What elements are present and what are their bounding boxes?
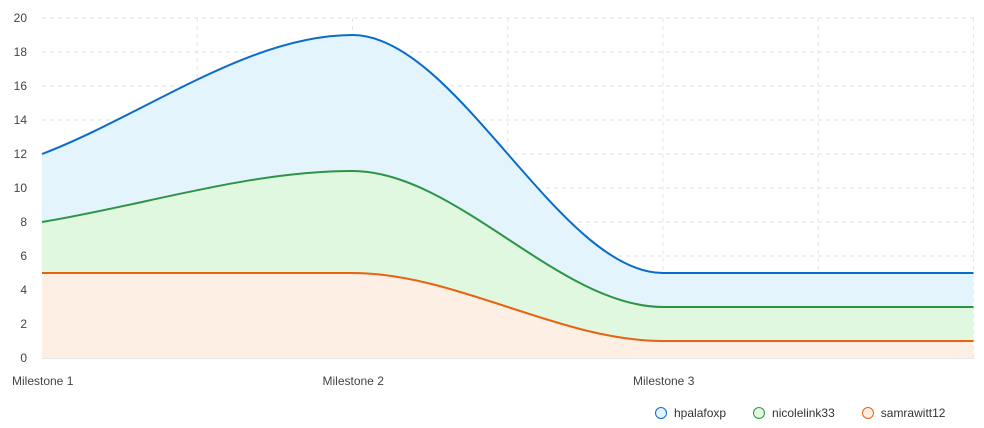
x-axis: Milestone 1 Milestone 2 Milestone 3 <box>12 374 695 388</box>
area-samrawitt12 <box>42 273 974 358</box>
y-tick-label: 10 <box>14 181 28 195</box>
x-tick-label: Milestone 2 <box>323 374 385 388</box>
y-tick-label: 14 <box>14 113 28 127</box>
y-tick-label: 2 <box>20 317 27 331</box>
legend: hpalafoxp nicolelink33 samrawitt12 <box>655 406 945 420</box>
y-tick-label: 16 <box>14 79 28 93</box>
y-tick-label: 6 <box>20 249 27 263</box>
legend-item-samrawitt12[interactable]: samrawitt12 <box>861 406 946 420</box>
area-chart: 0 2 4 6 8 10 12 14 16 18 20 Milestone 1 Milestone 2… <box>12 11 974 388</box>
y-tick-label: 20 <box>14 11 28 25</box>
x-tick-label: Milestone 3 <box>633 374 695 388</box>
y-tick-label: 12 <box>14 147 28 161</box>
legend-item-hpalafoxp[interactable]: hpalafoxp <box>655 406 726 420</box>
x-tick-label: Milestone 1 <box>12 374 74 388</box>
legend-swatch-icon <box>753 407 766 419</box>
legend-label: hpalafoxp <box>674 406 727 420</box>
line-samrawitt12 <box>42 271 974 343</box>
y-axis: 0 2 4 6 8 10 12 14 16 18 20 <box>14 11 28 365</box>
legend-item-nicolelink33[interactable]: nicolelink33 <box>753 406 835 420</box>
line-hpalafoxp <box>41 33 974 275</box>
legend-label: nicolelink33 <box>772 406 835 420</box>
legend-swatch-icon <box>861 407 874 419</box>
series-areas <box>42 35 974 358</box>
series-lines <box>41 33 974 343</box>
line-nicolelink33 <box>41 169 974 309</box>
y-tick-label: 8 <box>20 215 27 229</box>
legend-swatch-icon <box>655 407 667 419</box>
y-tick-label: 4 <box>20 283 27 297</box>
y-tick-label: 0 <box>20 351 27 365</box>
legend-label: samrawitt12 <box>880 406 946 420</box>
y-tick-label: 18 <box>14 45 28 59</box>
